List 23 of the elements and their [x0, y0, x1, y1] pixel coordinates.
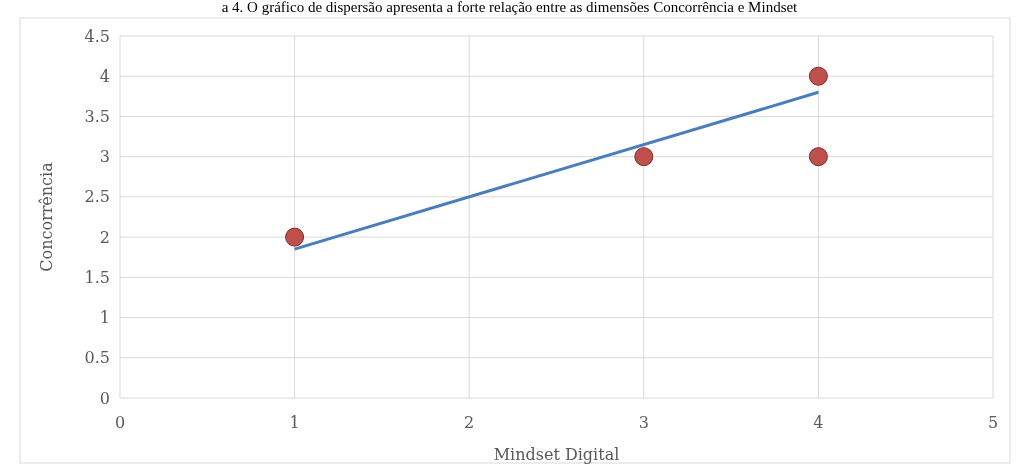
point	[285, 227, 305, 247]
y-tick-label: 4	[99, 66, 110, 86]
y-tick-label: 1.5	[84, 267, 110, 287]
y-tick-label: 2	[99, 227, 110, 247]
x-tick-label: 0	[114, 413, 126, 432]
point	[634, 147, 654, 167]
y-tick-label: 2.5	[84, 187, 110, 207]
point	[808, 66, 828, 86]
x-tick-label: 3	[638, 413, 649, 432]
y-tick-label: 3.5	[84, 107, 110, 127]
x-tick-label: 2	[464, 413, 475, 432]
y-tick-label: 3	[99, 147, 110, 167]
y-tick-label: 0.5	[84, 348, 110, 368]
x-tick-label: 4	[813, 413, 824, 432]
point	[808, 147, 828, 167]
y-tick-label: 1	[99, 308, 110, 328]
x-axis-title: Mindset Digital	[493, 445, 620, 464]
y-axis-title: Concorrência	[37, 161, 56, 272]
y-tick-label: 0	[99, 388, 110, 408]
x-tick-label: 5	[987, 413, 999, 432]
x-tick-label: 1	[289, 413, 300, 432]
y-tick-label: 4.5	[84, 26, 110, 46]
chart-title: a 4. O gráfico de dispersão apresenta a forte relação entre as dimensões Concorrência e Mindset	[221, 0, 799, 15]
